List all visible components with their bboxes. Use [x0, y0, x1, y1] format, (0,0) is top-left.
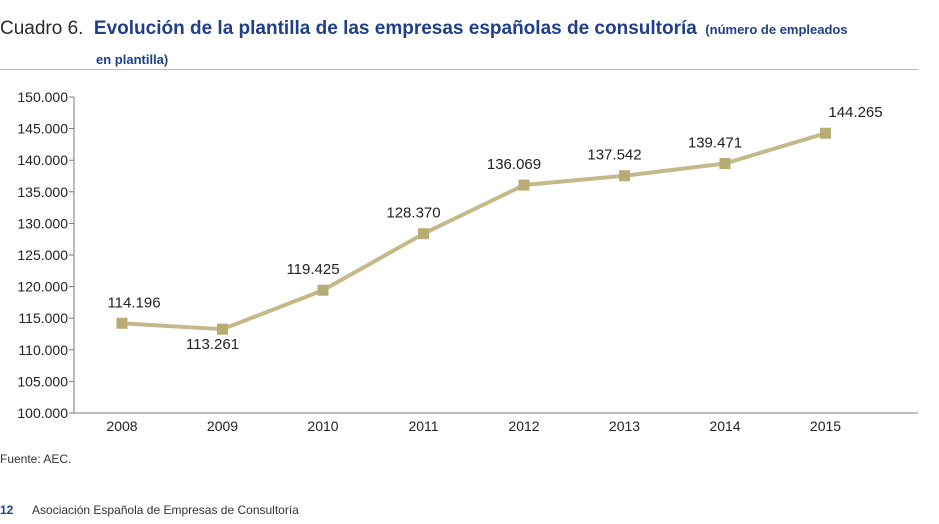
- line-chart: 100.000 105.000 110.000 115.000 120.000 125.0…: [17, 89, 918, 434]
- header-rule: [0, 69, 918, 70]
- y-tick-label: 145.000: [17, 121, 68, 137]
- header-line: Cuadro 6. Evolución de la plantilla de l…: [0, 18, 848, 40]
- data-point-marker: [317, 284, 329, 296]
- y-tick-label: 115.000: [18, 310, 68, 326]
- data-label: 114.196: [107, 294, 160, 311]
- footer-organization: Asociación Española de Empresas de Consu…: [32, 503, 299, 517]
- y-tick-label: 105.000: [17, 373, 68, 389]
- x-tick-label: 2010: [307, 418, 338, 434]
- data-label: 139.471: [688, 135, 742, 152]
- y-tick-label: 135.000: [17, 184, 68, 200]
- figure-label: Cuadro 6.: [0, 18, 84, 39]
- page-footer: 12 Asociación Española de Empresas de Co…: [0, 503, 299, 517]
- data-point-marker: [116, 317, 128, 329]
- x-tick-label: 2009: [207, 418, 238, 434]
- source-note: Fuente: AEC.: [0, 452, 72, 466]
- series-line: [121, 131, 827, 332]
- x-tick-label: 2012: [508, 418, 539, 434]
- y-tick-label: 120.000: [17, 279, 68, 295]
- chart-title: Evolución de la plantilla de las empresa…: [93, 18, 697, 39]
- data-label: 119.425: [286, 261, 339, 278]
- y-tick-label: 110.000: [18, 342, 68, 358]
- y-tick-label: 125.000: [17, 247, 68, 263]
- x-tick-label: 2011: [408, 418, 438, 434]
- y-tick-label: 140.000: [17, 152, 68, 168]
- data-point-marker: [217, 323, 228, 335]
- x-tick-label: 2015: [810, 418, 841, 434]
- data-point-marker: [418, 228, 429, 240]
- x-tick-label: 2013: [609, 418, 640, 434]
- data-point-marker: [820, 127, 831, 139]
- y-tick-label: 130.000: [17, 215, 68, 231]
- data-label: 137.542: [587, 147, 641, 164]
- data-label: 136.069: [487, 156, 541, 173]
- data-point-marker: [619, 170, 630, 182]
- x-tick-label: 2008: [106, 418, 137, 434]
- y-tick-label: 100.000: [17, 405, 68, 421]
- data-point-marker: [719, 158, 731, 170]
- data-label: 144.265: [828, 104, 882, 121]
- x-tick-label: 2014: [709, 418, 740, 434]
- data-point-marker: [518, 179, 530, 191]
- data-label: 128.370: [386, 205, 440, 222]
- page-number: 12: [0, 503, 14, 517]
- chart-subtitle-part2: en plantilla): [96, 52, 169, 67]
- chart-subtitle-part1: (número de empleados: [705, 22, 848, 37]
- y-tick-label: 150.000: [17, 89, 68, 105]
- data-label: 113.261: [186, 336, 239, 353]
